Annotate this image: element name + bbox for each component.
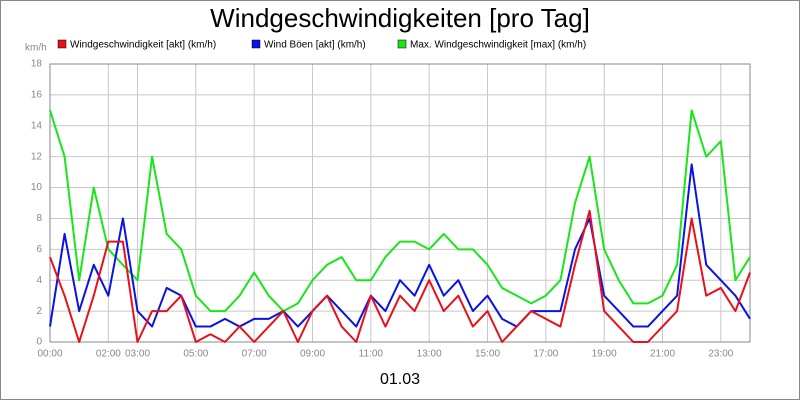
legend-label: Windgeschwindigkeit [akt] (km/h)	[70, 40, 216, 51]
plot-border	[49, 63, 751, 343]
x-tick-label: 23:00	[708, 349, 733, 360]
legend-label: Wind Böen [akt] (km/h)	[264, 40, 366, 51]
chart-title: Windgeschwindigkeiten [pro Tag]	[210, 3, 590, 33]
y-tick-label: 6	[36, 244, 42, 255]
y-tick-label: 4	[36, 275, 42, 286]
y-tick-label: 8	[36, 213, 42, 224]
x-tick-label: 00:00	[37, 349, 62, 360]
y-tick-label: 10	[31, 182, 43, 193]
series-line	[49, 163, 751, 328]
legend-swatch	[397, 39, 407, 49]
legend-label: Max. Windgeschwindigkeit [max] (km/h)	[410, 40, 586, 51]
x-tick-label: 13:00	[417, 349, 442, 360]
x-tick-label: 02:00	[96, 349, 121, 360]
plot-area	[50, 64, 750, 342]
y-tick-label: 16	[31, 90, 43, 101]
x-tick-label: 15:00	[475, 349, 500, 360]
y-tick-label: 18	[31, 59, 43, 70]
x-tick-label: 09:00	[300, 349, 325, 360]
series-line	[49, 109, 751, 313]
y-tick-label: 14	[31, 120, 43, 131]
x-tick-label: 03:00	[125, 349, 150, 360]
y-tick-label: 2	[36, 306, 42, 317]
x-tick-label: 21:00	[650, 349, 675, 360]
y-tick-label: 0	[36, 337, 42, 348]
y-tick-label: 12	[31, 151, 43, 162]
y-unit: km/h	[25, 43, 47, 54]
series-line	[49, 209, 751, 343]
x-tick-label: 07:00	[242, 349, 267, 360]
x-tick-label: 17:00	[533, 349, 558, 360]
legend-swatch	[251, 39, 261, 49]
x-tick-label: 05:00	[183, 349, 208, 360]
legend-swatch	[57, 39, 67, 49]
x-tick-label: 11:00	[359, 349, 384, 360]
x-axis-label: 01.03	[380, 371, 420, 388]
x-tick-label: 19:00	[592, 349, 617, 360]
